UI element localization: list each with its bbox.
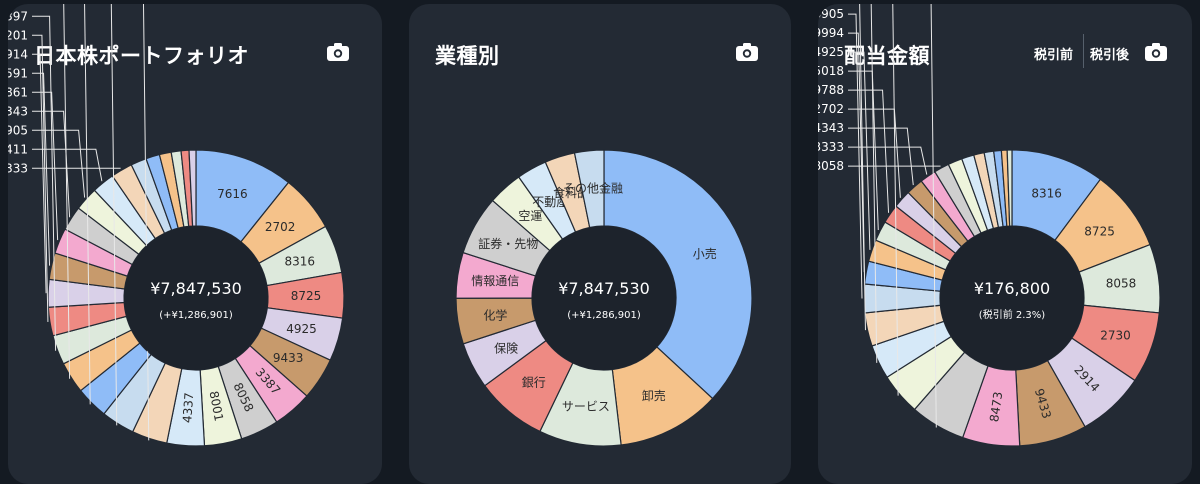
slice-label: 4925 — [818, 45, 844, 59]
center-total-value: ¥7,847,530 — [558, 279, 650, 298]
slice-label: 4343 — [8, 104, 28, 118]
center-sub-value: (税引前 2.3%) — [979, 308, 1045, 321]
slice-label: 8725 — [1084, 224, 1115, 238]
slice-label: 8058 — [818, 159, 844, 173]
slice-label: 8905 — [8, 123, 28, 137]
slice-label: 4337 — [180, 392, 196, 423]
slice-label: 9861 — [8, 85, 28, 99]
slice-label: 化学 — [483, 307, 507, 322]
label-leader-line — [32, 130, 85, 197]
slice-label: 情報通信 — [471, 274, 519, 288]
slice-label: 保険 — [494, 341, 518, 355]
slice-label: 小売 — [693, 246, 717, 261]
donut-hole — [124, 226, 268, 370]
slice-label: 8591 — [8, 66, 28, 80]
slice-label: 3397 — [8, 9, 28, 23]
center-total-value: ¥176,800 — [974, 279, 1050, 298]
donut-hole — [940, 226, 1084, 370]
slice-label: 卸売 — [642, 388, 666, 403]
slice-label: 空運 — [518, 209, 542, 223]
label-leader-line — [848, 128, 913, 185]
slice-label: 8905 — [818, 7, 844, 21]
slice-label: 8725 — [291, 289, 322, 303]
slice-label: 5018 — [818, 64, 844, 78]
slice-label: 9433 — [273, 351, 304, 365]
slice-label: 8411 — [8, 142, 28, 156]
slice-label: 9201 — [8, 28, 28, 42]
slice-label: 9788 — [818, 83, 844, 97]
center-sub-value: (+¥1,286,901) — [567, 310, 641, 321]
sector-donut-chart: 小売卸売サービス銀行保険化学情報通信証券・先物空運不動産食料品その他金融¥7,8… — [409, 4, 791, 484]
slice-label: サービス — [562, 399, 610, 413]
portfolio-donut-chart: 7616270283168725492594333387805880014337… — [8, 4, 382, 484]
center-sub-value: (+¥1,286,901) — [159, 310, 233, 321]
label-leader-line — [32, 73, 50, 265]
label-leader-line — [848, 14, 862, 298]
slice-label: 8316 — [1031, 187, 1062, 201]
slice-label: その他金融 — [563, 181, 623, 196]
slice-label: 証券・先物 — [478, 236, 538, 251]
dividend-donut-chart: 8316872580582730291494338473805833334343… — [818, 4, 1192, 484]
slice-label: 9994 — [818, 26, 844, 40]
slice-label: 8316 — [284, 254, 315, 268]
slice-label: 8058 — [1106, 276, 1137, 290]
slice-label: 銀行 — [522, 376, 546, 390]
slice-label: 2702 — [818, 102, 844, 116]
slice-label: 4343 — [818, 121, 844, 135]
slice-label: 2730 — [1100, 328, 1131, 342]
label-leader-line — [32, 111, 70, 217]
label-leader-line — [848, 147, 927, 174]
slice-label: 2914 — [8, 47, 28, 61]
slice-label: 4925 — [286, 322, 317, 336]
slice-label: 7616 — [217, 187, 248, 201]
center-total-value: ¥7,847,530 — [150, 279, 242, 298]
slice-label: 2702 — [265, 220, 296, 234]
donut-hole — [532, 226, 676, 370]
sector-card: 業種別 小売卸売サービス銀行保険化学情報通信証券・先物空運不動産食料品その他金融… — [409, 4, 791, 484]
